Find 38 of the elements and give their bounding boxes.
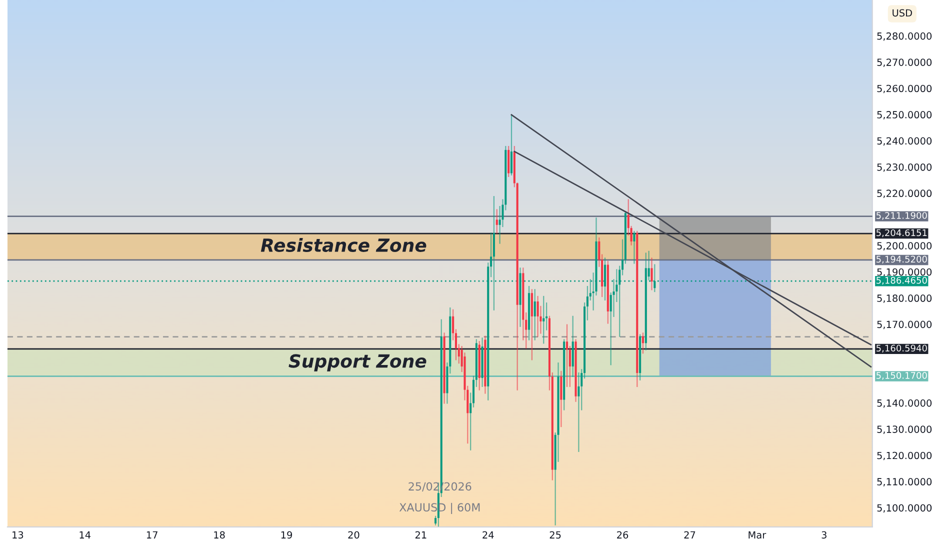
y-tick-label: 5,250.0000 bbox=[877, 111, 932, 120]
ref-line-label: 5,211.1900 bbox=[876, 212, 927, 220]
y-tick-label: 5,170.0000 bbox=[877, 320, 932, 330]
x-tick-label: 21 bbox=[415, 531, 426, 538]
ref-line-label: 5,186.4650 bbox=[876, 276, 927, 285]
y-tick-label: 5,220.0000 bbox=[877, 190, 932, 198]
ref-line-label: 5,194.5200 bbox=[876, 256, 927, 264]
x-tick-label: 25 bbox=[550, 531, 561, 539]
y-tick-label: 5,200.0000 bbox=[877, 242, 932, 250]
band-label: Resistance Zone bbox=[260, 238, 426, 252]
ref-line-label: 5,160.5940 bbox=[876, 344, 927, 352]
y-tick-label: 5,240.0000 bbox=[877, 137, 932, 146]
x-tick-label: Mar bbox=[748, 531, 766, 539]
x-tick-label: 26 bbox=[617, 531, 628, 539]
y-tick-label: 5,260.0000 bbox=[877, 84, 932, 94]
x-tick-label: 27 bbox=[684, 531, 696, 538]
x-tick-label: 20 bbox=[348, 531, 360, 539]
y-tick-label: 5,270.0000 bbox=[877, 58, 932, 67]
y-tick-label: 5,110.0000 bbox=[877, 478, 932, 486]
y-tick-label: 5,190.0000 bbox=[877, 268, 932, 277]
x-tick-label: 3 bbox=[822, 531, 826, 539]
x-tick-label: 13 bbox=[12, 531, 24, 539]
y-axis-title: USD bbox=[892, 9, 912, 17]
band-label: Support Zone bbox=[288, 354, 426, 372]
x-tick-label: 19 bbox=[281, 531, 292, 539]
y-tick-label: 5,120.0000 bbox=[877, 452, 932, 460]
x-tick-label: 24 bbox=[482, 531, 494, 538]
y-tick-label: 5,130.0000 bbox=[877, 426, 932, 434]
x-tick-label: 18 bbox=[214, 531, 225, 539]
x-tick-label: 14 bbox=[80, 531, 91, 538]
ref-line-label: 5,150.1700 bbox=[876, 372, 927, 380]
y-tick-label: 5,140.0000 bbox=[877, 399, 932, 408]
ref-line-label: 5,204.6151 bbox=[876, 229, 927, 238]
y-tick-label: 5,180.0000 bbox=[877, 294, 932, 303]
y-tick-label: 5,100.0000 bbox=[877, 504, 932, 513]
y-tick-label: 5,280.0000 bbox=[877, 32, 932, 41]
y-tick-label: 5,230.0000 bbox=[877, 163, 932, 172]
x-tick-label: 17 bbox=[146, 531, 158, 538]
